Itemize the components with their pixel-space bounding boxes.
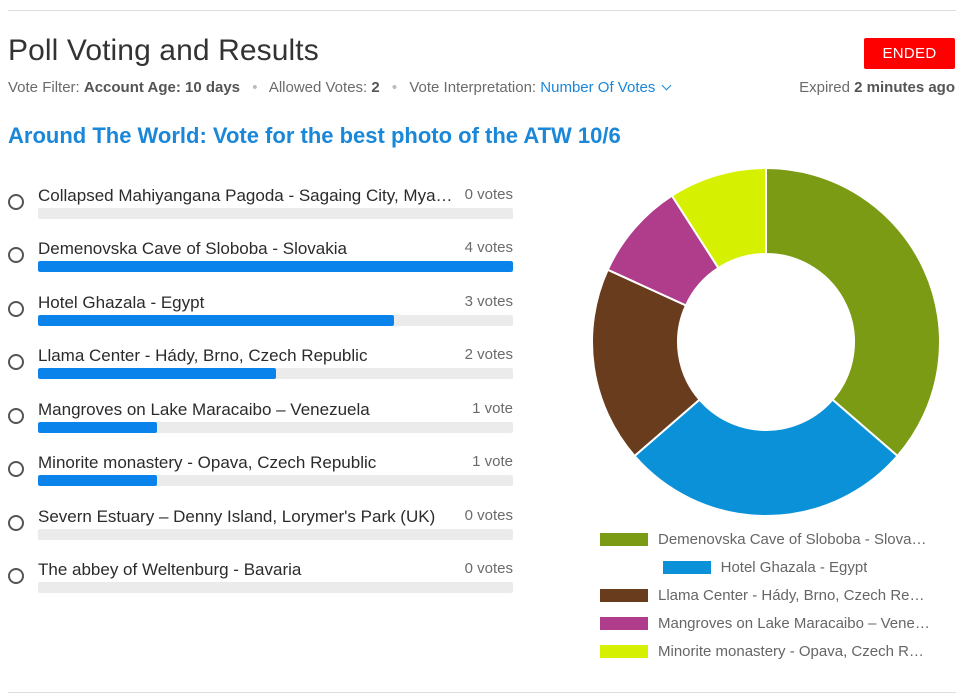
poll-option[interactable]: Minorite monastery - Opava, Czech Republ… (8, 449, 514, 489)
vote-bar (38, 208, 513, 219)
radio-button[interactable] (8, 408, 24, 424)
top-divider (8, 10, 956, 11)
poll-option[interactable]: Demenovska Cave of Sloboba - Slovakia 4 … (8, 235, 514, 275)
results-donut-chart (591, 166, 941, 517)
option-label[interactable]: Mangroves on Lake Maracaibo – Venezuela (38, 400, 370, 419)
vote-bar-fill (38, 368, 276, 379)
radio-button[interactable] (8, 461, 24, 477)
vote-bar (38, 422, 513, 433)
option-vote-count: 1 vote (472, 400, 513, 417)
vote-bar-fill (38, 475, 157, 486)
poll-option[interactable]: Mangroves on Lake Maracaibo – Venezuela … (8, 396, 514, 436)
poll-meta: Vote Filter: Account Age: 10 days • Allo… (8, 79, 672, 96)
legend-item[interactable]: Hotel Ghazala - Egypt (580, 553, 950, 581)
donut-slice (591, 268, 701, 458)
radio-button[interactable] (8, 354, 24, 370)
option-vote-count: 0 votes (464, 507, 513, 524)
vote-interpretation-value[interactable]: Number Of Votes (540, 79, 656, 96)
option-vote-count: 1 vote (472, 453, 513, 470)
option-label[interactable]: Collapsed Mahiyangana Pagoda - Sagaing C… (38, 186, 456, 205)
vote-interpretation-dropdown[interactable]: Number Of Votes (540, 79, 672, 96)
separator-dot: • (391, 79, 398, 96)
radio-button[interactable] (8, 515, 24, 531)
legend-label: Minorite monastery - Opava, Czech Republ… (658, 642, 930, 660)
expiry-status: Expired 2 minutes ago (799, 79, 955, 96)
vote-bar (38, 315, 513, 326)
option-label[interactable]: The abbey of Weltenburg - Bavaria (38, 560, 302, 579)
vote-bar-fill (38, 315, 395, 326)
legend-label: Mangroves on Lake Maracaibo – Venezuela (658, 614, 930, 632)
vote-bar (38, 529, 513, 540)
legend-label: Demenovska Cave of Sloboba - Slovakia (658, 530, 930, 548)
expired-time: 2 minutes ago (854, 79, 955, 96)
radio-button[interactable] (8, 247, 24, 263)
option-label[interactable]: Severn Estuary – Denny Island, Lorymer's… (38, 507, 436, 526)
chart-legend: Demenovska Cave of Sloboba - Slovakia Hot… (580, 525, 950, 665)
legend-label: Hotel Ghazala - Egypt (720, 558, 868, 576)
option-vote-count: 2 votes (464, 346, 513, 363)
option-vote-count: 0 votes (464, 560, 513, 577)
poll-option[interactable]: Collapsed Mahiyangana Pagoda - Sagaing C… (8, 182, 514, 222)
allowed-votes-value: 2 (371, 79, 380, 96)
allowed-votes-label: Allowed Votes: (268, 79, 368, 96)
vote-filter-value: Account Age: 10 days (83, 79, 241, 96)
donut-slice (633, 398, 899, 517)
bottom-divider (8, 692, 956, 693)
status-badge: ENDED (864, 38, 955, 69)
legend-item[interactable]: Mangroves on Lake Maracaibo – Venezuela (580, 609, 950, 637)
vote-bar (38, 261, 513, 272)
legend-item[interactable]: Demenovska Cave of Sloboba - Slovakia (580, 525, 950, 553)
vote-interpretation-label: Vote Interpretation: (409, 79, 537, 96)
legend-swatch (600, 616, 648, 630)
option-vote-count: 3 votes (464, 293, 513, 310)
vote-filter-label: Vote Filter: (8, 79, 80, 96)
radio-button[interactable] (8, 301, 24, 317)
option-label[interactable]: Demenovska Cave of Sloboba - Slovakia (38, 239, 347, 258)
poll-option[interactable]: The abbey of Weltenburg - Bavaria 0 vote… (8, 556, 514, 596)
page-title: Poll Voting and Results (8, 34, 319, 67)
option-label[interactable]: Llama Center - Hády, Brno, Czech Republi… (38, 346, 368, 365)
poll-option[interactable]: Hotel Ghazala - Egypt 3 votes (8, 289, 514, 329)
vote-bar-fill (38, 261, 513, 272)
poll-option[interactable]: Severn Estuary – Denny Island, Lorymer's… (8, 503, 514, 543)
separator-dot: • (252, 79, 258, 96)
vote-bar-fill (38, 422, 157, 433)
option-vote-count: 0 votes (464, 186, 513, 203)
donut-slice (670, 166, 767, 270)
legend-item[interactable]: Llama Center - Hády, Brno, Czech Republi… (580, 581, 950, 609)
vote-bar (38, 582, 513, 593)
legend-swatch (662, 560, 711, 574)
legend-item[interactable]: Minorite monastery - Opava, Czech Republ… (580, 637, 950, 665)
option-vote-count: 4 votes (464, 239, 513, 256)
poll-option[interactable]: Llama Center - Hády, Brno, Czech Republi… (8, 342, 514, 382)
chevron-down-icon[interactable] (661, 80, 672, 91)
expired-prefix: Expired (799, 79, 850, 96)
vote-bar (38, 368, 513, 379)
legend-swatch (600, 532, 648, 546)
option-label[interactable]: Hotel Ghazala - Egypt (38, 293, 205, 312)
radio-button[interactable] (8, 194, 24, 210)
legend-swatch (600, 644, 648, 658)
donut-slice (765, 166, 941, 458)
vote-bar (38, 475, 513, 486)
option-label[interactable]: Minorite monastery - Opava, Czech Republ… (38, 453, 377, 472)
legend-label: Llama Center - Hády, Brno, Czech Republi… (658, 586, 930, 604)
poll-question: Around The World: Vote for the best phot… (8, 123, 621, 148)
legend-swatch (600, 588, 648, 602)
radio-button[interactable] (8, 568, 24, 584)
